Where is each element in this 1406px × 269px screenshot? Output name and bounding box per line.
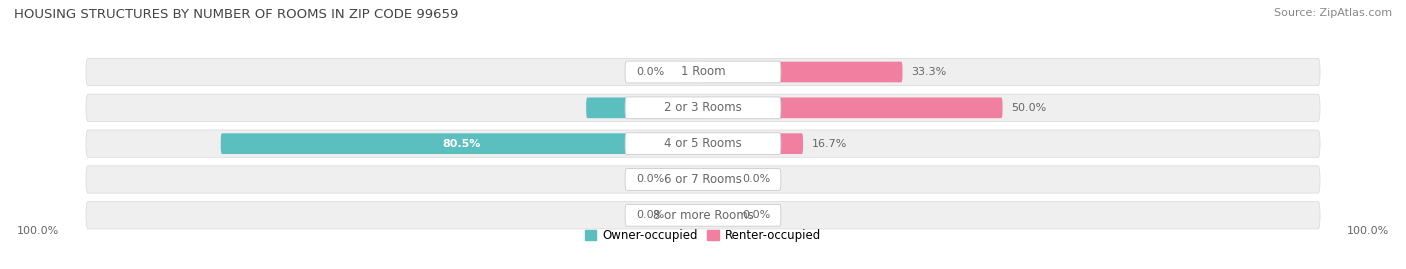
Text: 8 or more Rooms: 8 or more Rooms (652, 209, 754, 222)
FancyBboxPatch shape (673, 205, 703, 226)
FancyBboxPatch shape (626, 61, 780, 83)
FancyBboxPatch shape (86, 166, 1320, 193)
FancyBboxPatch shape (703, 97, 1002, 118)
FancyBboxPatch shape (673, 169, 703, 190)
Text: 1 Room: 1 Room (681, 65, 725, 79)
Text: 50.0%: 50.0% (1011, 103, 1047, 113)
Text: 100.0%: 100.0% (17, 226, 59, 236)
Text: 4 or 5 Rooms: 4 or 5 Rooms (664, 137, 742, 150)
Text: Source: ZipAtlas.com: Source: ZipAtlas.com (1274, 8, 1392, 18)
FancyBboxPatch shape (703, 169, 733, 190)
Legend: Owner-occupied, Renter-occupied: Owner-occupied, Renter-occupied (579, 225, 827, 247)
FancyBboxPatch shape (626, 204, 780, 226)
Text: 100.0%: 100.0% (1347, 226, 1389, 236)
FancyBboxPatch shape (86, 202, 1320, 229)
FancyBboxPatch shape (673, 62, 703, 82)
Text: 0.0%: 0.0% (636, 210, 664, 220)
FancyBboxPatch shape (86, 130, 1320, 157)
FancyBboxPatch shape (703, 205, 733, 226)
FancyBboxPatch shape (626, 97, 780, 119)
Text: 0.0%: 0.0% (636, 67, 664, 77)
Text: HOUSING STRUCTURES BY NUMBER OF ROOMS IN ZIP CODE 99659: HOUSING STRUCTURES BY NUMBER OF ROOMS IN… (14, 8, 458, 21)
Text: 2 or 3 Rooms: 2 or 3 Rooms (664, 101, 742, 114)
FancyBboxPatch shape (586, 97, 703, 118)
FancyBboxPatch shape (86, 58, 1320, 86)
FancyBboxPatch shape (86, 94, 1320, 122)
Text: 0.0%: 0.0% (742, 175, 770, 185)
FancyBboxPatch shape (626, 133, 780, 154)
Text: 33.3%: 33.3% (911, 67, 946, 77)
FancyBboxPatch shape (626, 169, 780, 190)
Text: 0.0%: 0.0% (636, 175, 664, 185)
Text: 6 or 7 Rooms: 6 or 7 Rooms (664, 173, 742, 186)
Text: 19.5%: 19.5% (626, 103, 664, 113)
Text: 0.0%: 0.0% (742, 210, 770, 220)
FancyBboxPatch shape (221, 133, 703, 154)
Text: 16.7%: 16.7% (813, 139, 848, 149)
Text: 80.5%: 80.5% (443, 139, 481, 149)
FancyBboxPatch shape (703, 133, 803, 154)
FancyBboxPatch shape (703, 62, 903, 82)
